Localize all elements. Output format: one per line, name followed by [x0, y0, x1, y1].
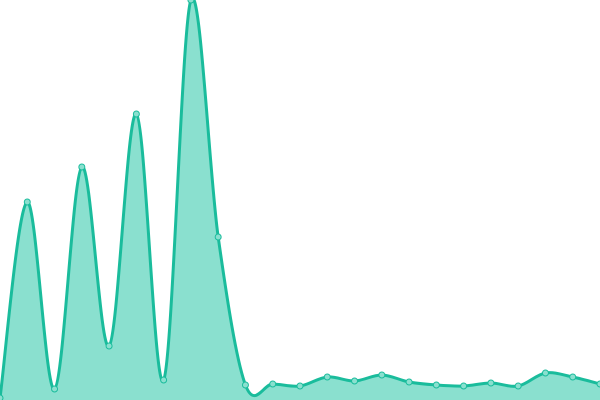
data-point-6	[160, 376, 168, 384]
data-point-19	[514, 382, 522, 390]
data-point-14	[378, 371, 386, 379]
data-point-17	[460, 382, 468, 390]
data-point-7	[187, 0, 195, 4]
data-point-18	[487, 379, 495, 387]
data-point-8	[214, 233, 222, 241]
data-point-10	[269, 380, 277, 388]
data-point-22	[596, 380, 600, 388]
data-point-13	[351, 377, 359, 385]
data-point-5	[132, 110, 140, 118]
data-point-9	[241, 381, 249, 389]
data-point-16	[432, 381, 440, 389]
data-point-12	[323, 373, 331, 381]
data-point-3	[78, 163, 86, 171]
data-point-2	[51, 385, 59, 393]
data-point-1	[23, 198, 31, 206]
data-point-0	[0, 394, 4, 400]
data-point-15	[405, 378, 413, 386]
data-point-21	[569, 373, 577, 381]
data-point-20	[541, 369, 549, 377]
data-point-11	[296, 382, 304, 390]
data-point-4	[105, 342, 113, 350]
